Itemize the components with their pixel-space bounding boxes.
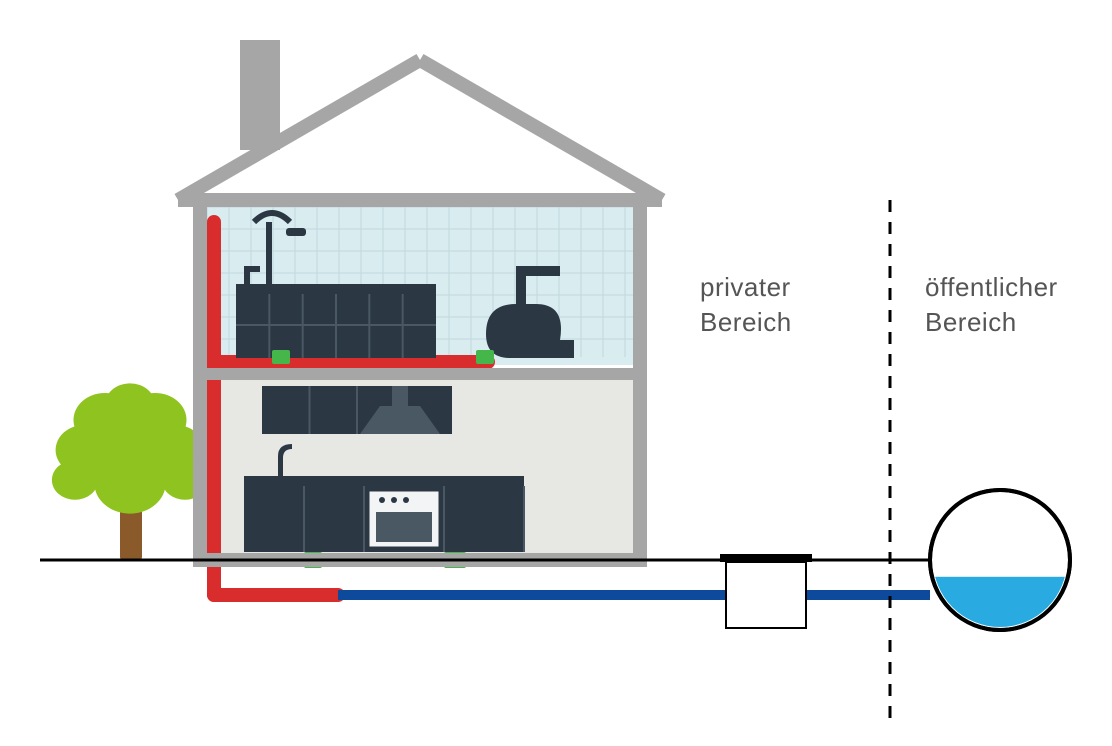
tree-foliage	[52, 383, 208, 513]
drain-trap	[476, 350, 494, 364]
label-public: öffentlicher Bereich	[925, 270, 1058, 340]
drain-trap	[272, 350, 290, 364]
label-private: privater Bereich	[700, 270, 792, 340]
inspection-lid	[720, 554, 812, 562]
chimney	[240, 40, 280, 150]
diagram-svg	[0, 0, 1112, 746]
inspection-chamber	[726, 562, 806, 628]
floor-slab	[207, 368, 633, 380]
public-main-water	[930, 577, 1070, 630]
